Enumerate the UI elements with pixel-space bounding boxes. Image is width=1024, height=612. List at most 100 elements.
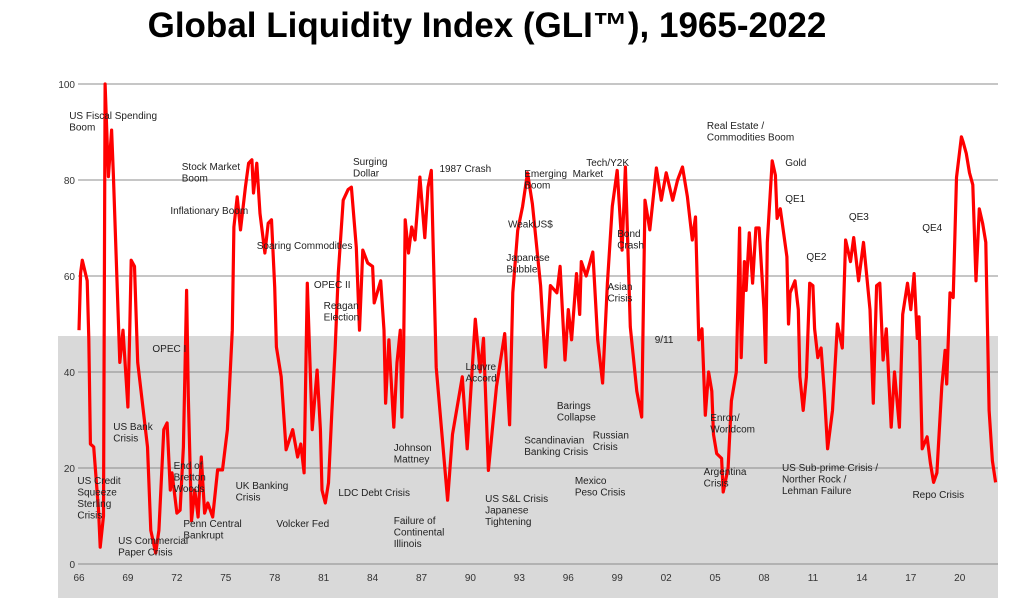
annotation-line: Johnson [394, 443, 432, 454]
annotation-line: Bretton [174, 472, 206, 483]
annotation-line: Bankrupt [183, 530, 223, 541]
annotation-line: Sterling [77, 499, 111, 510]
annotation-line: QE1 [785, 194, 805, 205]
annotation-line: End of [174, 461, 203, 472]
annotation: WeakUS$ [508, 219, 553, 230]
annotation-line: Scandinavian [524, 435, 584, 446]
y-tick-label: 0 [69, 560, 75, 571]
annotation-line: Russian [593, 431, 629, 442]
x-tick-label: 93 [514, 573, 526, 584]
annotation-line: Dollar [353, 169, 380, 180]
annotation-line: Crisis [607, 293, 632, 304]
y-tick-label: 100 [58, 80, 75, 91]
x-tick-label: 90 [465, 573, 477, 584]
annotation-line: Worldcom [710, 424, 755, 435]
x-tick-label: 05 [710, 573, 722, 584]
annotation-line: Crash [617, 241, 644, 252]
annotation: Gold [785, 158, 806, 169]
series-layer [77, 82, 998, 555]
annotation-line: Failure of [394, 516, 436, 527]
x-tick-label: 20 [954, 573, 966, 584]
annotation-line: Commodities Boom [707, 133, 794, 144]
annotation-line: LDC Debt Crisis [338, 488, 410, 499]
annotation-line: 9/11 [655, 335, 674, 346]
annotation-line: Tightening [485, 517, 531, 528]
annotation-line: Surging [353, 157, 387, 168]
annotation: QE3 [849, 212, 869, 223]
annotation-line: Inflationary Boom [170, 206, 248, 217]
annotation-line: Collapse [557, 412, 596, 423]
y-tick-label: 60 [64, 272, 76, 283]
annotation-line: Accord [466, 373, 497, 384]
x-tick-label: 75 [220, 573, 232, 584]
annotation-line: Peso Crisis [575, 488, 626, 499]
annotation-line: Penn Central [183, 519, 241, 530]
annotation-line: Reagan [324, 301, 359, 312]
annotation-line: QE4 [922, 223, 942, 234]
annotation-line: US Credit [77, 476, 121, 487]
shaded-band [58, 336, 998, 598]
x-tick-label: 69 [122, 573, 134, 584]
annotation: Volcker Fed [276, 519, 329, 530]
shaded-band-rect [58, 336, 998, 598]
annotation-line: Norther Rock / [782, 475, 847, 486]
annotation-line: Continental [394, 528, 445, 539]
annotation: Enron/Worldcom [710, 413, 755, 436]
annotation-line: US Sub-prime Crisis / [782, 463, 878, 474]
annotation: QE2 [806, 252, 826, 263]
annotation-line: Tech/Y2K [586, 158, 629, 169]
annotation-line: OPEC II [314, 280, 351, 291]
annotation: Repo Crisis [912, 490, 964, 501]
annotation-line: Crisis [113, 433, 138, 444]
x-axis-ticks: 66 69 72 75 78 81 84 87 90 93 96 99 02 05 08 11 14 17 20 [73, 573, 965, 584]
annotation-line: Election [324, 313, 360, 324]
annotation-line: Bond [617, 229, 640, 240]
annotation-line: Volcker Fed [276, 519, 329, 530]
annotation-line: Boom [524, 181, 550, 192]
chart-title: Global Liquidity Index (GLI™), 1965-2022 [147, 6, 827, 45]
y-tick-label: 20 [64, 464, 76, 475]
annotation-line: WeakUS$ [508, 219, 553, 230]
x-tick-label: 66 [73, 573, 85, 584]
annotation-line: Louvre [466, 362, 497, 373]
annotation-line: Mexico [575, 476, 607, 487]
annotation-line: Crisis [704, 479, 729, 490]
annotation: OPEC I [152, 344, 186, 355]
annotation: QE4 [922, 223, 942, 234]
annotation-line: US Fiscal Spending [69, 111, 157, 122]
annotation: Tech/Y2K [586, 158, 629, 169]
annotation-line: QE3 [849, 212, 869, 223]
y-tick-label: 40 [64, 368, 76, 379]
annotation-line: Squeeze [77, 488, 117, 499]
annotation: LDC Debt Crisis [338, 488, 410, 499]
y-tick-label: 80 [64, 176, 76, 187]
annotation: Inflationary Boom [170, 206, 248, 217]
annotation-line: Illinois [394, 539, 422, 550]
annotation: Real Estate /Commodities Boom [707, 121, 794, 144]
series-line-gli [77, 82, 998, 555]
annotation-line: US Commercial [118, 536, 188, 547]
x-tick-label: 78 [269, 573, 281, 584]
annotation-line: Stock Market [182, 162, 241, 173]
annotation: 1987 Crash [439, 164, 491, 175]
annotation-line: Bubble [506, 265, 538, 276]
annotation-line: US Bank [113, 422, 153, 433]
annotation-line: Crisis [593, 442, 618, 453]
annotation-line: Paper Crisis [118, 548, 172, 559]
